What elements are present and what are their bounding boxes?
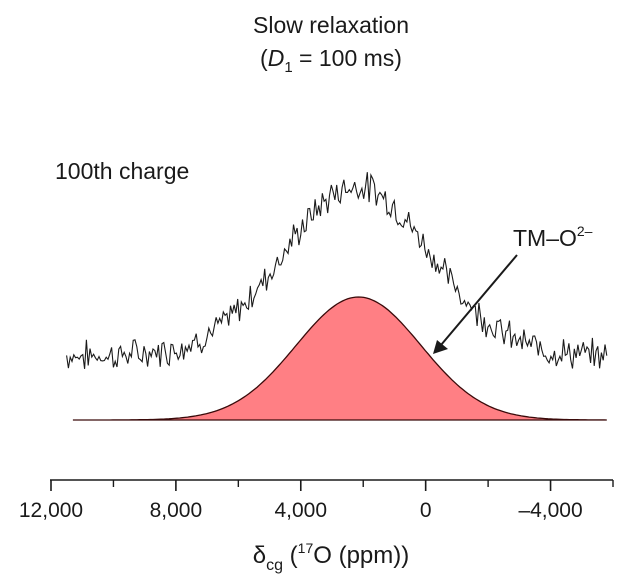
x-label-open: ( — [283, 542, 298, 569]
fit-area-tm-o — [72, 296, 607, 421]
chart-title-line2: (D1 = 100 ms) — [260, 45, 402, 76]
x-tick-label: 0 — [420, 499, 432, 522]
x-label-rest: O (ppm)) — [313, 542, 409, 569]
x-axis-ticks: 12,000 8,000 4,000 0 –4,000 — [19, 480, 614, 522]
x-tick-label: –4,000 — [518, 499, 582, 522]
title-d-symbol: D — [268, 45, 285, 71]
experimental-spectrum-line — [66, 172, 608, 369]
x-label-sup: 17 — [298, 540, 314, 556]
x-tick-label: 8,000 — [150, 499, 203, 522]
peak-arrow-line — [440, 254, 518, 346]
title-rest: = 100 ms) — [293, 45, 402, 71]
sample-label: 100th charge — [55, 158, 189, 184]
peak-label-sup: 2– — [577, 223, 593, 239]
peak-label: TM–O2– — [513, 223, 593, 251]
title-open-paren: ( — [260, 45, 268, 71]
x-tick-label: 4,000 — [274, 499, 327, 522]
x-label-sub: cg — [266, 557, 283, 574]
chart-title-line1: Slow relaxation — [253, 12, 409, 38]
x-tick-label: 12,000 — [19, 499, 83, 522]
x-label-delta: δ — [253, 542, 266, 569]
x-axis-label: δcg (17O (ppm)) — [253, 540, 410, 574]
title-d-subscript: 1 — [284, 59, 292, 76]
peak-arrow-head — [433, 340, 448, 354]
peak-label-base: TM–O — [513, 225, 577, 251]
